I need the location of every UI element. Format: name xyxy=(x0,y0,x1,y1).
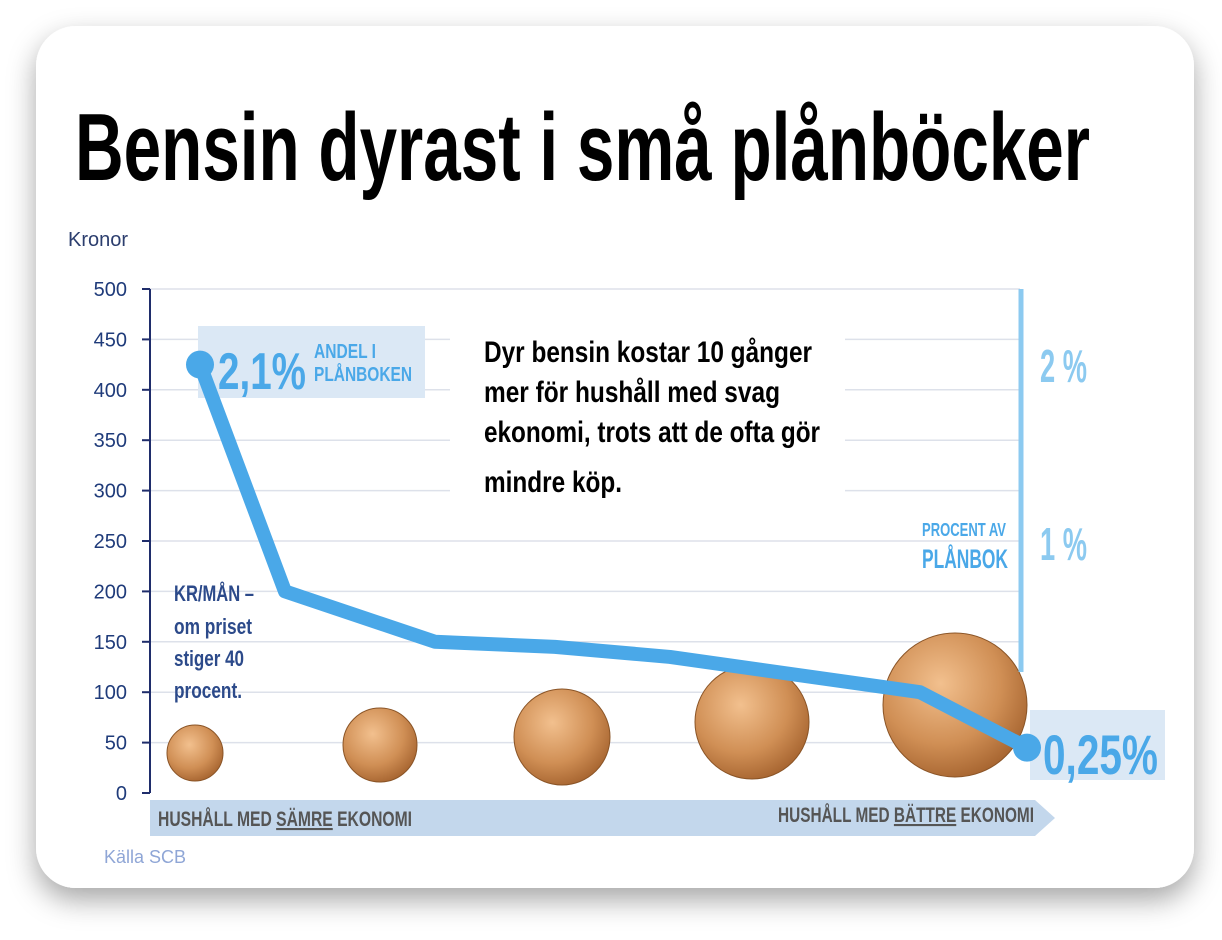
x-right-emphasis: BÄTTRE xyxy=(894,804,956,827)
left-note-line: KR/MÅN – xyxy=(174,580,254,606)
y-tick-label: 50 xyxy=(105,733,127,755)
note-line: ekonomi, trots att de ofta gör xyxy=(484,416,820,449)
note-line: Dyr bensin kostar 10 gånger xyxy=(484,336,812,369)
right-scale-title: PROCENT AV xyxy=(922,520,1006,540)
y-tick-label: 0 xyxy=(116,783,127,805)
y-tick-label: 500 xyxy=(94,279,127,301)
start-note: ANDEL I xyxy=(314,341,376,363)
coin xyxy=(342,707,418,783)
y-tick-label: 450 xyxy=(94,329,127,351)
left-note-line: stiger 40 xyxy=(174,646,244,671)
right-scale-label: 2 % xyxy=(1040,340,1087,392)
x-left-part: HUSHÅLL MED xyxy=(158,807,276,831)
end-value: 0,25% xyxy=(1043,723,1158,786)
coin xyxy=(166,724,224,782)
x-right-label: HUSHÅLL MED BÄTTRE EKONOMI xyxy=(778,803,1034,827)
data-line xyxy=(193,362,1031,754)
end-point xyxy=(1013,733,1041,762)
note-background xyxy=(450,318,845,496)
right-scale-label: 1 % xyxy=(1040,518,1087,570)
source: Källa SCB xyxy=(104,847,186,867)
y-tick-label: 300 xyxy=(94,481,127,503)
y-tick-label: 400 xyxy=(94,380,127,402)
coin xyxy=(513,688,611,786)
start-note: PLÅNBOKEN xyxy=(314,362,412,386)
start-label-box xyxy=(198,326,425,398)
start-value: 2,1% xyxy=(218,343,306,401)
x-right-part: EKONOMI xyxy=(956,804,1034,827)
note-line: mindre köp. xyxy=(484,466,622,499)
x-right-part: HUSHÅLL MED xyxy=(778,803,894,827)
y-axis-label: Kronor xyxy=(68,229,128,251)
x-left-emphasis: SÄMRE xyxy=(276,808,333,831)
left-note-line: om priset xyxy=(174,614,253,639)
coins xyxy=(166,632,1028,786)
x-arrow xyxy=(150,800,1055,836)
right-scale-title: PLÅNBOK xyxy=(922,543,1008,574)
chart-title: Bensin dyrast i små plånböcker xyxy=(75,94,1090,201)
y-tick-label: 100 xyxy=(94,682,127,704)
y-tick-label: 200 xyxy=(94,581,127,603)
coin xyxy=(694,664,810,780)
x-left-label: HUSHÅLL MED SÄMRE EKONOMI xyxy=(158,807,412,831)
y-tick-label: 150 xyxy=(94,632,127,654)
note-line: mer för hushåll med svag xyxy=(484,376,780,409)
end-label-box xyxy=(1030,710,1165,780)
y-tick-label: 250 xyxy=(94,531,127,553)
y-tick-label: 350 xyxy=(94,430,127,452)
end-point xyxy=(186,350,214,379)
x-left-part: EKONOMI xyxy=(333,808,412,831)
left-note-line: procent. xyxy=(174,678,242,703)
